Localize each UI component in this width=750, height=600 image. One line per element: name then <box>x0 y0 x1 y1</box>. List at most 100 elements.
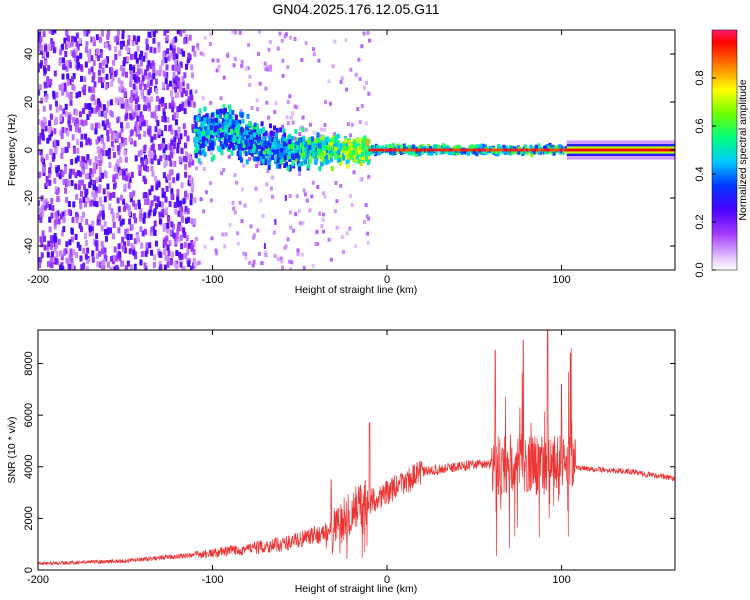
spectrogram-cell <box>311 263 315 268</box>
spectrogram-cell <box>190 186 194 193</box>
spectrogram-cell <box>176 147 180 154</box>
spectrogram-cell <box>300 252 304 257</box>
spectrogram-cell <box>225 125 229 131</box>
spectrogram-cell <box>483 148 487 152</box>
spectrogram-cell <box>72 73 76 80</box>
spectrogram-cell <box>252 235 256 240</box>
spectrogram-cell <box>192 258 196 265</box>
spectrogram-cell <box>74 172 78 179</box>
spectrogram-cell <box>42 105 46 112</box>
spectrogram-cell <box>61 73 65 80</box>
spectrogram-cell <box>140 250 144 257</box>
spectrogram-cell <box>434 151 438 156</box>
spectrogram-cell <box>150 226 154 233</box>
spectrogram-cell <box>120 126 124 133</box>
spectrogram-cell <box>129 76 133 83</box>
spectrogram-cell <box>303 155 307 161</box>
spectrogram-cell <box>98 110 102 117</box>
spectrogram-cell <box>228 113 232 119</box>
spectrogram-cell <box>226 53 230 58</box>
spectrogram-cell <box>39 236 43 243</box>
spectrogram-cell <box>449 148 453 152</box>
spectrogram-cell <box>194 166 198 171</box>
spectrogram-cell <box>302 151 306 157</box>
spectrogram-cell <box>546 148 550 152</box>
spectrogram-cell <box>146 65 150 72</box>
spectrogram-cell <box>502 144 506 149</box>
spectrogram-cell <box>81 120 85 127</box>
spectrogram-cell <box>62 179 66 186</box>
spectrogram-cell <box>258 144 262 150</box>
spectrogram-cell <box>143 199 147 206</box>
spectrogram-cell <box>59 104 63 111</box>
spectrogram-cell <box>481 149 485 154</box>
spectrogram-cell <box>64 146 68 153</box>
spectrogram-cell <box>187 260 191 267</box>
spectrogram-cell <box>121 86 125 93</box>
spectrogram-cell <box>430 150 434 155</box>
spectrogram-cell <box>61 57 65 64</box>
spectrogram-cell <box>56 165 60 172</box>
spectrogram-cell <box>76 44 80 51</box>
spectrogram-cell <box>285 155 289 161</box>
spectrogram-cell <box>221 131 225 137</box>
spectrogram-cell <box>175 263 179 270</box>
spectrogram-cell <box>509 148 513 152</box>
spectrogram-cell <box>195 117 199 123</box>
spectrogram-cell <box>181 80 185 87</box>
spectrogram-cell <box>215 109 219 115</box>
spectrogram-cell <box>59 213 63 220</box>
spectrogram-cell <box>139 116 143 123</box>
spectrogram-cell <box>297 209 301 214</box>
spectrogram-cell <box>165 207 169 214</box>
spectrogram-cell <box>333 39 337 44</box>
spectrogram-cell <box>70 40 74 47</box>
spectrogram-cell <box>72 116 76 123</box>
spectrogram-cell <box>172 177 176 184</box>
spectrogram-cell <box>121 140 125 147</box>
spectrogram-cell <box>170 193 174 200</box>
spectrogram-cell <box>110 134 114 141</box>
spectrogram-cell <box>327 237 331 242</box>
spectrogram-cell <box>322 229 326 234</box>
spectrogram-cell <box>159 264 163 270</box>
spectrogram-cell <box>158 211 162 218</box>
spectrogram-cell <box>249 134 253 140</box>
spectrogram-cell <box>117 149 121 156</box>
spectrogram-cell <box>97 213 101 220</box>
spectrogram-cell <box>418 148 421 152</box>
spectrogram-cell <box>269 148 273 154</box>
spectrogram-cell <box>326 158 330 164</box>
spectrogram-cell <box>318 211 322 216</box>
spectrogram-cell <box>177 224 181 231</box>
spectrogram-cell <box>158 251 162 258</box>
spectrogram-cell <box>49 243 53 250</box>
spectrogram-cell <box>143 144 147 151</box>
spectrogram-cell <box>49 148 53 155</box>
spectrogram-cell <box>106 183 110 190</box>
spectrogram-cell <box>269 123 273 129</box>
spectrogram-cell <box>471 144 475 149</box>
spectrogram-cell <box>288 259 292 264</box>
spectrogram-cell <box>125 44 129 51</box>
spectrogram-cell <box>273 138 277 144</box>
spectrogram-cell <box>434 145 438 150</box>
spectrogram-cell <box>91 36 95 43</box>
spectrogram-cell <box>228 134 232 140</box>
spectrogram-cell <box>219 127 223 133</box>
spectrogram-cell <box>64 248 68 255</box>
spectrogram-cell <box>110 111 114 118</box>
spectrogram-cell <box>166 116 170 123</box>
spectrogram-cell <box>243 203 247 208</box>
spectrogram-cell <box>117 227 121 234</box>
spectrogram-cell <box>95 233 99 240</box>
spectrogram-cell <box>185 193 189 200</box>
spectrogram-cell <box>282 141 286 147</box>
spectrogram-cell <box>136 115 140 122</box>
spectrogram-cell <box>241 145 245 151</box>
spectrogram-cell <box>134 121 138 128</box>
spectrogram-cell <box>554 148 557 152</box>
spectrogram-cell <box>240 112 244 118</box>
spectrogram-cell <box>158 201 162 208</box>
spectrogram-cell <box>161 208 165 215</box>
